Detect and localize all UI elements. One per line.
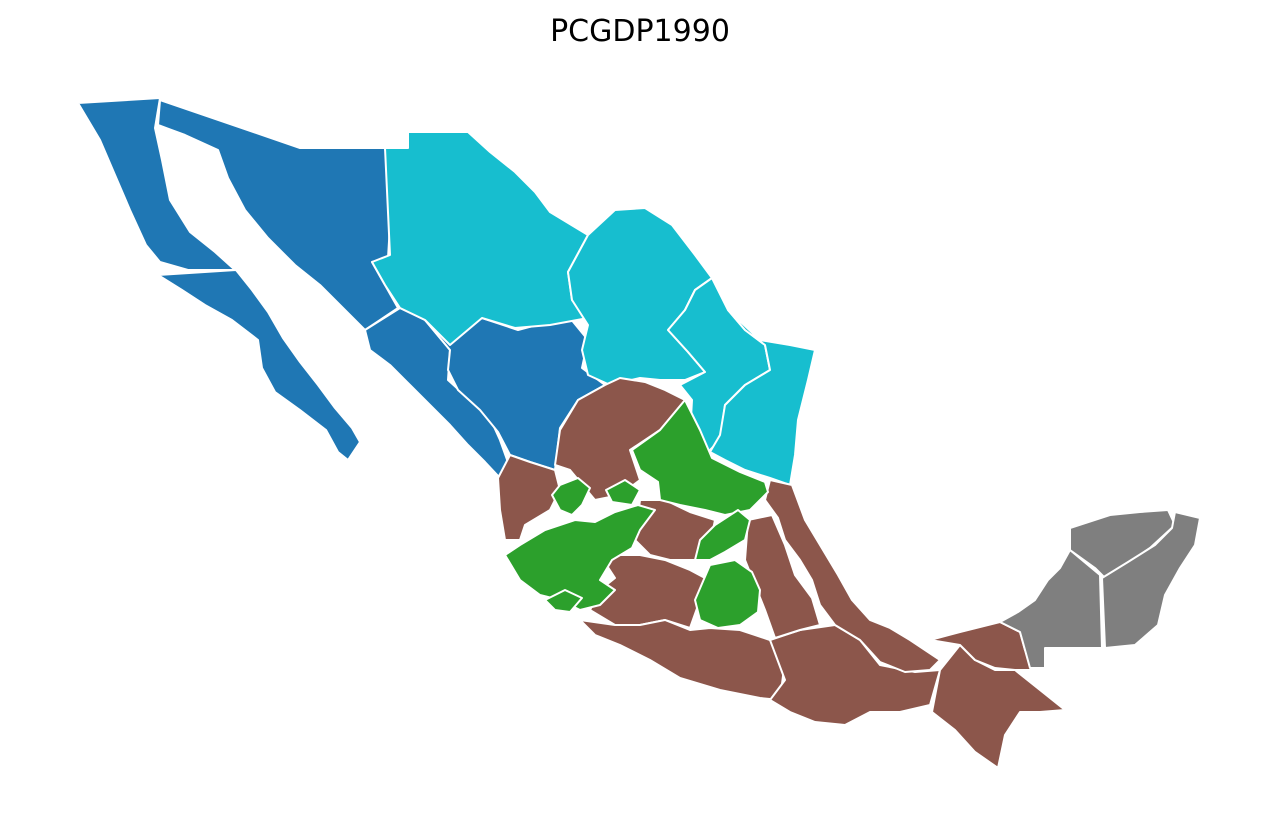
region-aguascalientes	[605, 479, 641, 506]
map-title: PCGDP1990	[550, 14, 730, 49]
region-queretaro	[694, 509, 751, 561]
region-mexico	[694, 559, 761, 629]
region-zacatecas	[554, 377, 686, 501]
region-quintana-roo	[1101, 511, 1201, 649]
region-oaxaca	[769, 624, 941, 726]
region-colima	[544, 589, 583, 613]
region-jalisco	[504, 504, 656, 611]
region-guerrero	[579, 619, 786, 701]
region-baja-california-sur	[157, 269, 361, 461]
region-nayarit	[497, 454, 561, 541]
region-tamaulipas	[709, 309, 816, 486]
region-coahuila	[567, 207, 713, 386]
region-campeche	[999, 549, 1103, 669]
region-san-luis-potosi	[631, 399, 769, 516]
region-veracruz	[764, 479, 941, 673]
region-zacatecas-enclave	[551, 477, 591, 516]
